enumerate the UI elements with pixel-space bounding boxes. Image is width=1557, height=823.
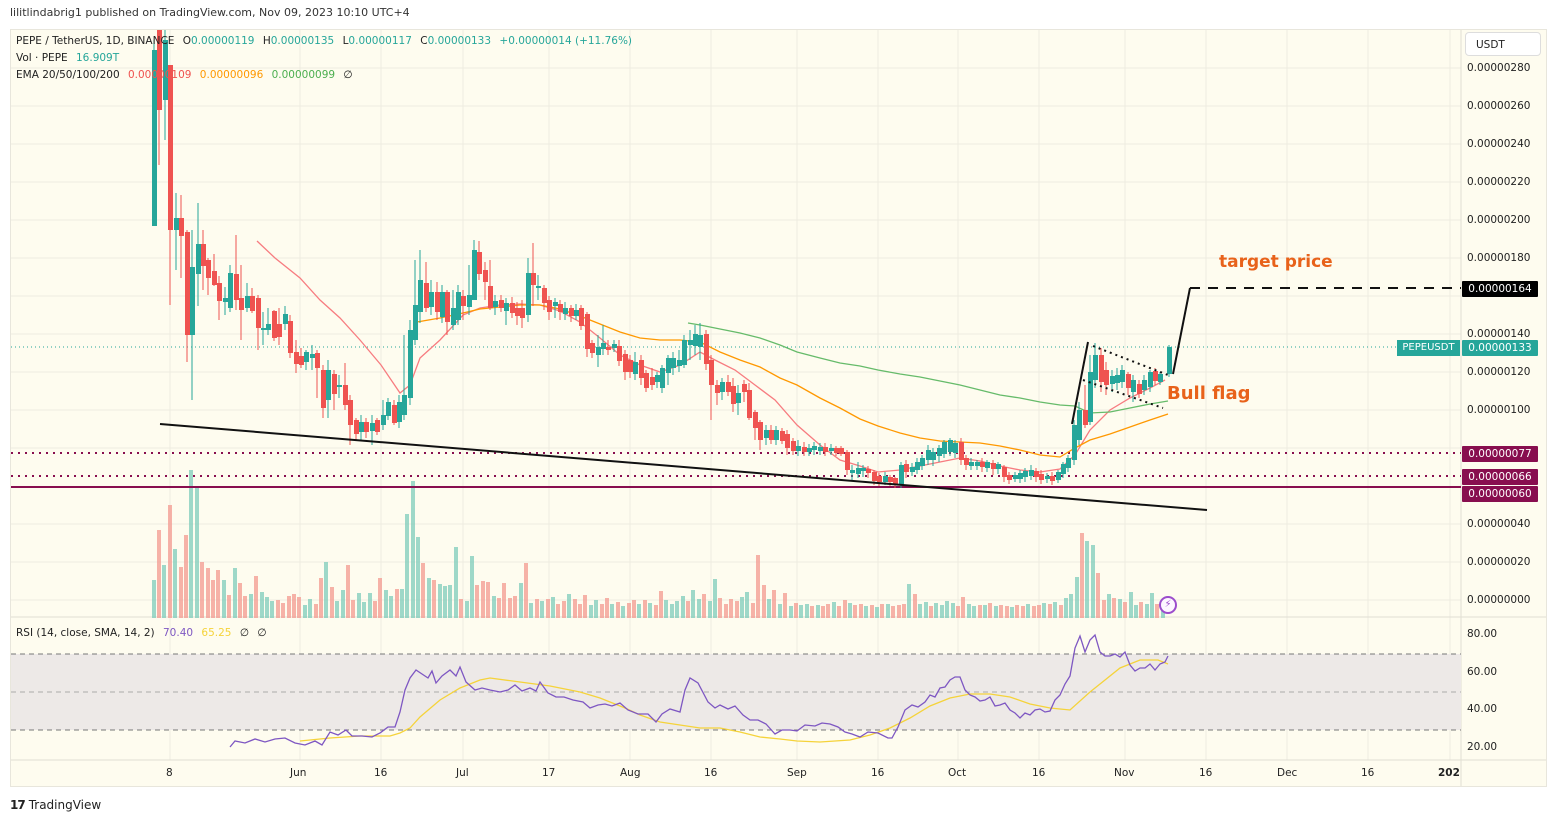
price-tick: 0.00000040 (1467, 518, 1531, 530)
level-tag-060: 0.00000060 (1462, 486, 1538, 502)
price-tick: 0.00000020 (1467, 556, 1531, 568)
ema50-value: 0.00000096 (199, 69, 264, 81)
volume-value: 16.909T (76, 52, 120, 64)
publish-info: lilitlindabrig1 published on TradingView… (10, 6, 410, 19)
projection-line (1172, 287, 1191, 375)
currency-button[interactable]: USDT (1465, 32, 1541, 56)
target-price-annotation[interactable]: target price (1219, 252, 1333, 272)
time-tick: 8 (166, 767, 173, 779)
rsi-extra-2: ∅ (257, 627, 267, 639)
time-tick: Nov (1114, 767, 1135, 779)
target-price-tag: 0.00000164 (1462, 281, 1538, 297)
flag-bottom-line (1082, 379, 1164, 409)
price-tick: 0.00000200 (1467, 214, 1531, 226)
time-tick: 17 (542, 767, 556, 779)
close-value: 0.00000133 (427, 35, 492, 47)
candles (152, 30, 1172, 488)
rsi-tick: 40.00 (1467, 703, 1498, 715)
tradingview-logo-icon: 17 (10, 798, 26, 812)
tradingview-brand[interactable]: 17 TradingView (10, 798, 101, 812)
rsi-tick: 80.00 (1467, 628, 1498, 640)
ema-label[interactable]: EMA 20/50/100/200 (16, 69, 120, 81)
high-value: 0.00000135 (270, 35, 335, 47)
time-tick: 16 (1032, 767, 1046, 779)
flag-top-line (1092, 345, 1169, 376)
price-tick: 0.00000180 (1467, 252, 1531, 264)
rsi-line (229, 633, 1169, 748)
ema20-value: 0.00000109 (127, 69, 192, 81)
rsi-tick: 20.00 (1467, 741, 1498, 753)
level-tag-066: 0.00000066 (1462, 469, 1538, 485)
grid-lines (11, 30, 1461, 760)
ema100-value: 0.00000099 (271, 69, 336, 81)
price-tick: 0.00000220 (1467, 176, 1531, 188)
lightning-icon[interactable]: ⚡ (1159, 596, 1177, 614)
time-tick: 202 (1438, 767, 1460, 779)
time-tick: 16 (704, 767, 718, 779)
rsi-levels (11, 653, 1461, 731)
price-tick: 0.00000260 (1467, 100, 1531, 112)
change-value: +0.00000014 (+11.76%) (499, 35, 633, 47)
last-price-tag: 0.00000133 (1462, 340, 1538, 356)
rsi-sma-value: 65.25 (201, 627, 232, 639)
rsi-label[interactable]: RSI (14, close, SMA, 14, 2) (16, 627, 155, 639)
time-tick: Jul (456, 767, 469, 779)
symbol-title[interactable]: PEPE / TetherUS, 1D, BINANCE (16, 35, 175, 47)
time-tick: 16 (1361, 767, 1375, 779)
time-tick: Oct (948, 767, 967, 779)
time-tick: Jun (290, 767, 307, 779)
price-tick: 0.00000120 (1467, 366, 1531, 378)
rsi-sma-line (299, 659, 1169, 743)
time-tick: 16 (1199, 767, 1213, 779)
rsi-legend: RSI (14, close, SMA, 14, 2) 70.40 65.25 … (16, 627, 271, 639)
price-tick: 0.00000240 (1467, 138, 1531, 150)
price-tick: 0.00000140 (1467, 328, 1531, 340)
price-tick: 0.00000100 (1467, 404, 1531, 416)
time-tick: Sep (787, 767, 807, 779)
level-tag-077: 0.00000077 (1462, 446, 1538, 462)
volume-bars (152, 470, 1165, 618)
ema200-value: ∅ (343, 69, 353, 81)
time-tick: Aug (620, 767, 641, 779)
ohlc-legend: PEPE / TetherUS, 1D, BINANCE O0.00000119… (16, 35, 633, 47)
brand-label: TradingView (28, 798, 102, 812)
price-tick: 0.00000000 (1467, 594, 1531, 606)
rsi-tick: 60.00 (1467, 666, 1498, 678)
rsi-value: 70.40 (163, 627, 194, 639)
rsi-extra-1: ∅ (239, 627, 249, 639)
time-tick: 16 (871, 767, 885, 779)
flagpole-line (1071, 341, 1089, 425)
bull-flag-annotation[interactable]: Bull flag (1167, 383, 1251, 404)
symbol-tag: PEPEUSDT (1397, 340, 1460, 356)
time-tick: 16 (374, 767, 388, 779)
ema50-line (416, 304, 1169, 458)
time-tick: Dec (1277, 767, 1298, 779)
open-value: 0.00000119 (191, 35, 255, 47)
low-value: 0.00000117 (348, 35, 412, 47)
volume-label[interactable]: Vol · PEPE (16, 52, 68, 64)
support-trendline (159, 423, 1208, 511)
ema-legend: EMA 20/50/100/200 0.00000109 0.00000096 … (16, 69, 358, 81)
price-tick: 0.00000280 (1467, 62, 1531, 74)
volume-legend: Vol · PEPE 16.909T (16, 52, 124, 64)
